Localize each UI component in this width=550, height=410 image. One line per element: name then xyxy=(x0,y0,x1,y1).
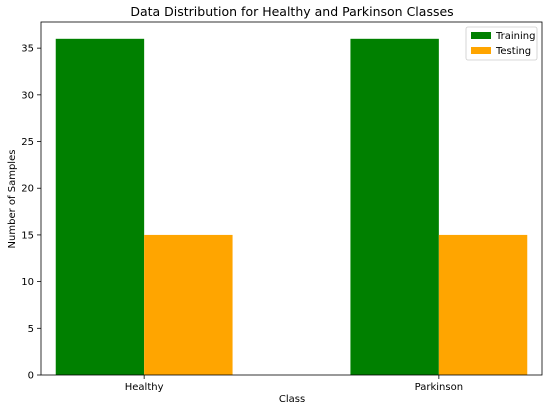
plot-frame xyxy=(40,21,543,376)
x-tick-label: Healthy xyxy=(125,382,164,393)
x-tick-label: Parkinson xyxy=(415,382,463,393)
bar-testing-parkinson xyxy=(438,234,528,375)
y-tick-label: 30 xyxy=(21,90,34,101)
y-tick-label: 35 xyxy=(21,44,34,55)
bars-group xyxy=(55,38,528,376)
bar-training-healthy xyxy=(55,38,145,376)
x-axis-label: Class xyxy=(279,394,305,405)
y-tick-label: 15 xyxy=(21,230,34,241)
y-tick-label: 20 xyxy=(21,184,34,195)
y-tick-label: 0 xyxy=(28,371,34,382)
x-axis-ticks: Healthy Parkinson xyxy=(125,375,463,393)
chart-title: Data Distribution for Healthy and Parkin… xyxy=(130,4,453,19)
y-tick-label: 10 xyxy=(21,277,34,288)
y-tick-label: 5 xyxy=(28,324,34,335)
bar-training-parkinson xyxy=(350,38,439,376)
legend: Training Testing xyxy=(465,26,538,61)
legend-label-training: Training xyxy=(495,31,535,42)
y-tick-label: 25 xyxy=(21,137,34,148)
legend-label-testing: Testing xyxy=(495,46,531,57)
y-axis-ticks: 0 5 10 15 20 25 30 35 xyxy=(21,44,41,382)
bar-testing-healthy xyxy=(144,234,233,375)
legend-swatch-training xyxy=(471,32,491,39)
legend-swatch-testing xyxy=(471,47,491,54)
y-axis-label: Number of Samples xyxy=(7,150,18,249)
